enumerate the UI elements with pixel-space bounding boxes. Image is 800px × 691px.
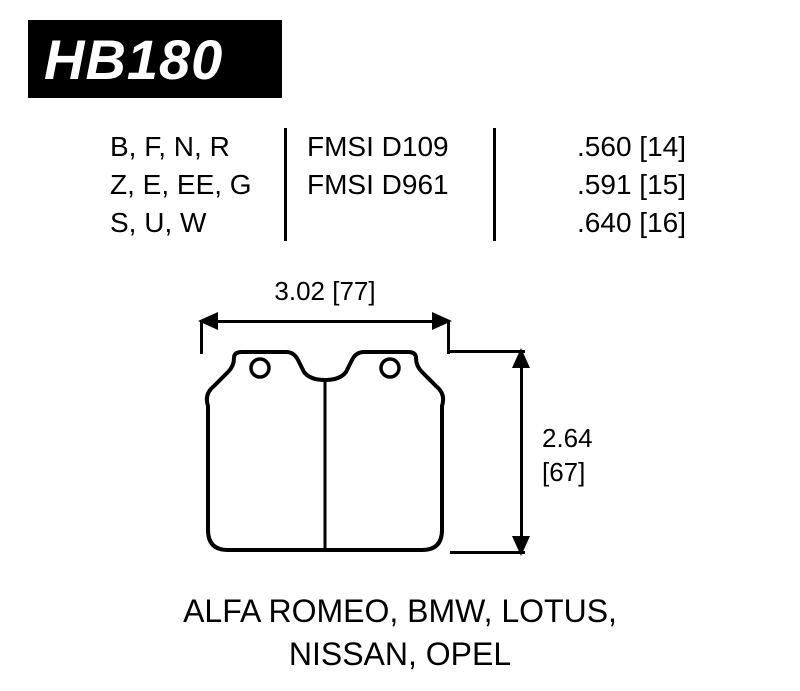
thickness-column: .560 [14] .591 [15] .640 [16]: [516, 128, 686, 241]
fmsi-row: FMSI D961: [307, 166, 493, 204]
thickness-row: .640 [16]: [516, 204, 686, 242]
dimension-line: [520, 350, 523, 554]
height-dimension: 2.64 [67]: [510, 350, 640, 554]
part-header: HB180: [28, 20, 282, 98]
brake-pad-diagram: 3.02 [77] 2.: [160, 270, 660, 590]
extension-line: [447, 320, 450, 354]
arrow-up-icon: [512, 348, 530, 368]
brands-line: NISSAN, OPEL: [0, 633, 800, 676]
brake-pad-outline: [200, 350, 450, 554]
vehicle-brands: ALFA ROMEO, BMW, LOTUS, NISSAN, OPEL: [0, 590, 800, 676]
compounds-column: B, F, N, R Z, E, EE, G S, U, W: [110, 128, 284, 241]
part-number: HB180: [44, 27, 223, 92]
dimension-line: [200, 320, 450, 323]
compounds-row: B, F, N, R: [110, 128, 284, 166]
height-value: 2.64: [542, 422, 593, 456]
width-dimension-label: 3.02 [77]: [200, 276, 450, 307]
compounds-row: S, U, W: [110, 204, 284, 242]
info-table: B, F, N, R Z, E, EE, G S, U, W FMSI D109…: [110, 128, 686, 241]
column-divider: [284, 128, 287, 241]
fmsi-column: FMSI D109 FMSI D961: [307, 128, 493, 204]
width-dimension: 3.02 [77]: [200, 276, 450, 330]
thickness-row: .560 [14]: [516, 128, 686, 166]
brake-pad-svg: [200, 350, 450, 554]
fmsi-row: FMSI D109: [307, 128, 493, 166]
height-dimension-label: 2.64 [67]: [542, 422, 593, 490]
column-divider: [493, 128, 496, 241]
height-value-mm: [67]: [542, 456, 593, 490]
arrow-down-icon: [512, 536, 530, 556]
thickness-row: .591 [15]: [516, 166, 686, 204]
compounds-row: Z, E, EE, G: [110, 166, 284, 204]
brands-line: ALFA ROMEO, BMW, LOTUS,: [0, 590, 800, 633]
extension-line: [200, 320, 203, 354]
